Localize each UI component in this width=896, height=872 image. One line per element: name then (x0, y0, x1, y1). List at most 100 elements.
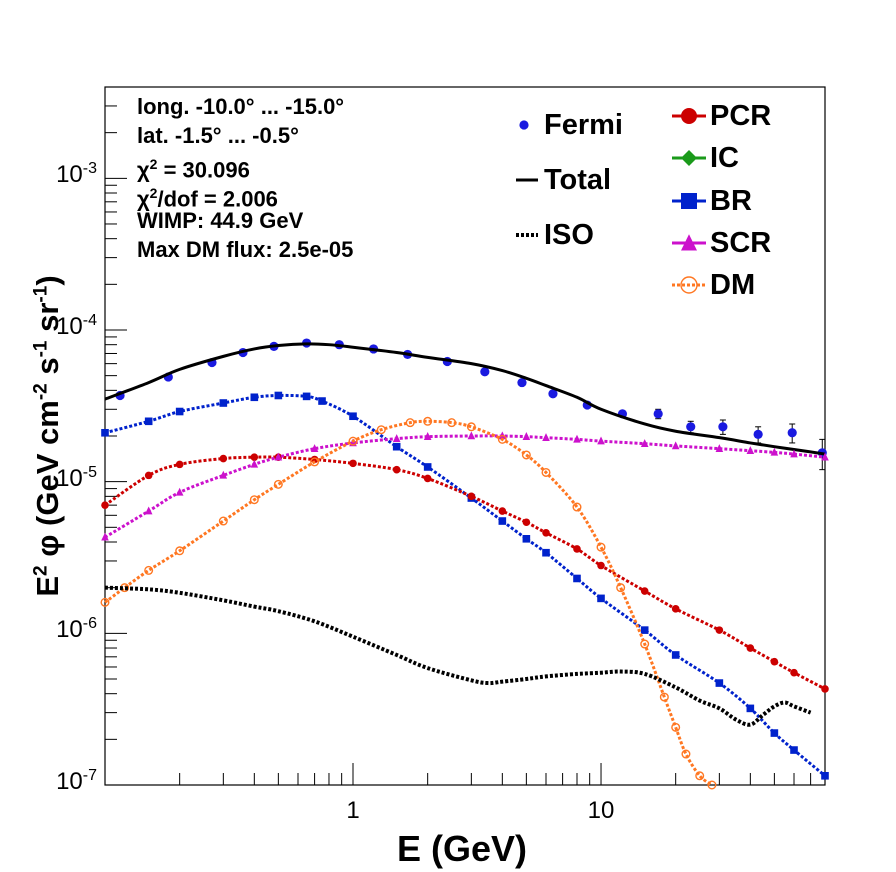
marker-scr (392, 434, 401, 442)
marker-scr (597, 436, 605, 445)
marker-scr (144, 506, 153, 515)
marker-pcr (671, 605, 680, 613)
br-marker-icon (670, 184, 708, 218)
marker-pcr (715, 626, 724, 634)
iso-line-icon-svg (516, 233, 538, 237)
marker-br (770, 729, 779, 737)
legend-item-total: Total (504, 163, 611, 197)
marker-pcr (467, 492, 476, 501)
marker-pcr (542, 529, 550, 537)
marker-pcr (821, 685, 829, 693)
marker-pcr (770, 657, 779, 666)
marker-br (522, 534, 531, 543)
ylabel-sr-sup: -1 (30, 285, 52, 303)
marker-br (790, 746, 798, 754)
legend-item-dm: DM (670, 268, 755, 302)
ylabel-s-sup: -1 (30, 340, 52, 358)
marker-dm (273, 479, 283, 489)
info-max-dm-flux: Max DM flux: 2.5e-05 (137, 236, 354, 262)
fermi-data-point (787, 428, 797, 438)
marker-dm (348, 436, 358, 446)
marker-pcr (640, 587, 649, 595)
legend-item-iso: ISO (504, 218, 594, 252)
fermi-data-point (548, 389, 558, 399)
fermi-data-point (753, 429, 763, 439)
marker-br (302, 392, 311, 401)
marker-dm (707, 780, 717, 790)
legend-label-total: Total (544, 163, 612, 196)
marker-dm (659, 692, 669, 702)
ic-marker-icon-svg (672, 150, 706, 166)
br-marker-icon-svg (672, 193, 706, 209)
ic-marker-icon (670, 141, 708, 175)
ylabel-e: E (30, 575, 65, 597)
ic-legend-marker (681, 150, 697, 166)
marker-scr (522, 432, 531, 440)
marker-scr (770, 447, 779, 456)
ylabel-phi: φ (30, 534, 65, 557)
marker-dm (100, 597, 110, 607)
legend-label-ic: IC (710, 141, 739, 174)
marker-dm (521, 450, 531, 460)
marker-dm (671, 722, 681, 732)
marker-scr (573, 434, 581, 443)
marker-scr (671, 441, 680, 450)
marker-pcr (219, 454, 228, 463)
marker-scr (219, 470, 228, 479)
legend-item-br: BR (670, 184, 752, 218)
marker-br (349, 412, 357, 421)
marker-br (498, 517, 507, 525)
marker-scr (250, 459, 259, 468)
series-line-dm (104, 419, 713, 787)
dm-marker-icon (670, 268, 708, 302)
marker-dm (310, 457, 320, 467)
y-tick-exponent: -6 (82, 615, 97, 633)
pcr-legend-marker (681, 108, 697, 124)
series-line-br (104, 393, 826, 777)
marker-dm (616, 583, 626, 593)
info-longitude: long. -10.0° ... -15.0° (137, 94, 345, 119)
y-tick-base: 10 (56, 616, 83, 644)
marker-br (144, 417, 153, 426)
marker-br (746, 704, 755, 713)
info-chi2: χ2 = 30.096 (137, 150, 353, 182)
marker-scr (715, 444, 724, 452)
y-tick-exponent: -5 (82, 463, 97, 481)
marker-pcr (597, 561, 605, 570)
marker-dm (572, 502, 582, 512)
info-latitude: lat. -1.5° ... -0.5° (137, 122, 299, 148)
legend-label-br: BR (710, 184, 752, 217)
chi-superscript: 2 (149, 184, 158, 201)
series-line-iso (104, 585, 812, 727)
marker-dm (466, 422, 476, 432)
marker-br (392, 442, 401, 451)
legend-label-fermi: Fermi (544, 108, 623, 141)
legend-item-ic: IC (670, 141, 739, 175)
y-tick-base: 10 (56, 161, 83, 189)
chi2-dof-value: /dof = 2.006 (157, 185, 278, 211)
marker-br (250, 393, 259, 402)
marker-br (573, 574, 581, 583)
fermi-legend-dot (519, 120, 529, 130)
y-tick-base: 10 (56, 464, 83, 492)
marker-scr (101, 532, 109, 541)
y-tick-label: 10-3 (56, 160, 97, 189)
marker-dm (447, 418, 457, 428)
x-tick-label: 10 (587, 797, 615, 824)
ylabel-cm-sup: -2 (30, 383, 52, 401)
y-tick-base: 10 (56, 768, 83, 795)
scr-legend-marker (681, 234, 697, 251)
y-tick-exponent: -3 (82, 160, 97, 178)
marker-pcr (522, 518, 531, 527)
marker-br (175, 407, 184, 416)
marker-scr (640, 439, 649, 447)
marker-dm (541, 467, 551, 477)
marker-br (597, 594, 605, 603)
marker-br (101, 428, 109, 437)
y-tick-exponent: -7 (82, 767, 97, 784)
legend-item-scr: SCR (670, 226, 771, 260)
total-line-icon (504, 163, 542, 197)
marker-dm (695, 771, 705, 781)
marker-pcr (101, 501, 109, 509)
